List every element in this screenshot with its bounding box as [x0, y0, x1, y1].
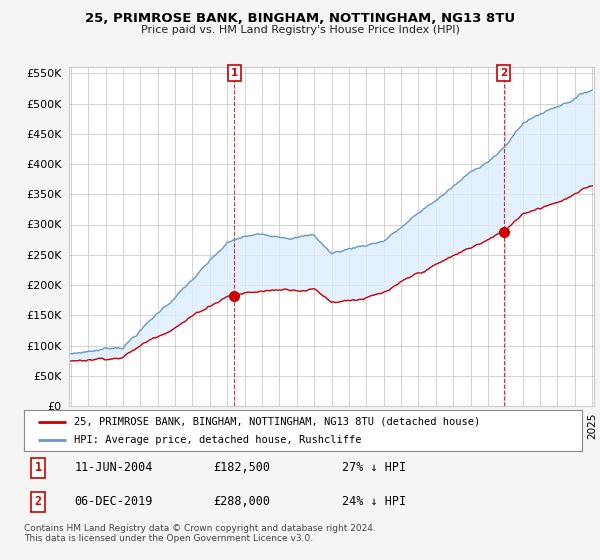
- Text: 27% ↓ HPI: 27% ↓ HPI: [342, 461, 406, 474]
- Text: 25, PRIMROSE BANK, BINGHAM, NOTTINGHAM, NG13 8TU: 25, PRIMROSE BANK, BINGHAM, NOTTINGHAM, …: [85, 12, 515, 25]
- Text: 11-JUN-2004: 11-JUN-2004: [74, 461, 152, 474]
- Text: 2: 2: [34, 496, 41, 508]
- Text: 06-DEC-2019: 06-DEC-2019: [74, 496, 152, 508]
- Text: Contains HM Land Registry data © Crown copyright and database right 2024.
This d: Contains HM Land Registry data © Crown c…: [24, 524, 376, 543]
- Text: 24% ↓ HPI: 24% ↓ HPI: [342, 496, 406, 508]
- Text: 2: 2: [500, 68, 508, 78]
- Text: 1: 1: [231, 68, 238, 78]
- Text: 1: 1: [34, 461, 41, 474]
- Text: 25, PRIMROSE BANK, BINGHAM, NOTTINGHAM, NG13 8TU (detached house): 25, PRIMROSE BANK, BINGHAM, NOTTINGHAM, …: [74, 417, 481, 427]
- Text: £288,000: £288,000: [214, 496, 271, 508]
- Text: Price paid vs. HM Land Registry's House Price Index (HPI): Price paid vs. HM Land Registry's House …: [140, 25, 460, 35]
- Text: HPI: Average price, detached house, Rushcliffe: HPI: Average price, detached house, Rush…: [74, 435, 362, 445]
- Text: £182,500: £182,500: [214, 461, 271, 474]
